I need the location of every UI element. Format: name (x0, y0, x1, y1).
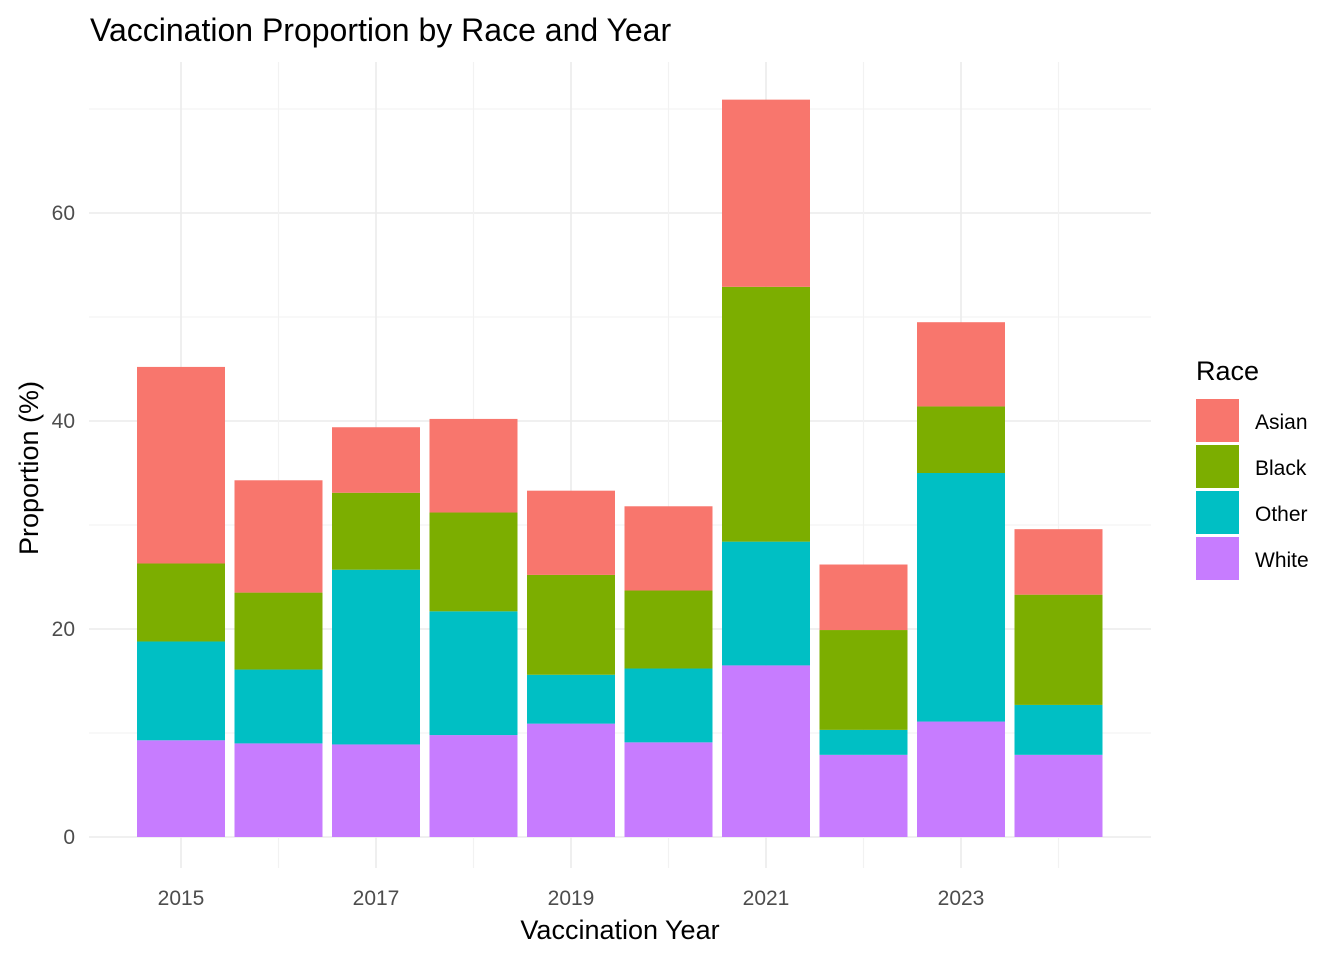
bar-white-2019 (527, 723, 615, 837)
legend-key-white (1196, 537, 1239, 580)
bar-black-2024 (1014, 594, 1103, 705)
bar-white-2015 (137, 740, 225, 837)
bar-white-2021 (722, 665, 810, 837)
bar-black-2017 (332, 492, 420, 570)
bars (137, 99, 1103, 837)
bar-asian-2023 (917, 322, 1005, 407)
bar-black-2015 (137, 563, 225, 642)
y-tick-label: 0 (63, 826, 75, 849)
x-tick-label: 2023 (938, 887, 985, 910)
bar-asian-2018 (429, 418, 518, 513)
chart-title: Vaccination Proportion by Race and Year (90, 12, 671, 48)
bar-other-2017 (332, 569, 420, 745)
x-axis-title: Vaccination Year (520, 915, 719, 945)
bar-other-2024 (1014, 704, 1103, 755)
legend-key-asian (1196, 399, 1239, 442)
bar-white-2024 (1014, 754, 1103, 837)
bar-other-2020 (624, 668, 713, 743)
bar-other-2021 (722, 541, 810, 666)
bar-white-2020 (624, 742, 713, 837)
bar-black-2023 (917, 406, 1005, 473)
bar-white-2017 (332, 744, 420, 837)
legend: Race Asian Black Other White (1196, 356, 1309, 580)
y-tick-label: 40 (52, 410, 75, 433)
x-tick-labels: 2015 2017 2019 2021 2023 (158, 887, 985, 910)
bar-black-2019 (527, 574, 615, 675)
bar-other-2019 (527, 674, 615, 724)
bar-black-2021 (722, 286, 810, 542)
legend-title: Race (1196, 356, 1259, 386)
bar-white-2016 (234, 743, 323, 837)
bar-asian-2024 (1014, 529, 1103, 595)
bar-black-2020 (624, 590, 713, 669)
legend-label-asian: Asian (1255, 411, 1308, 434)
x-tick-label: 2017 (353, 887, 400, 910)
bar-asian-2021 (722, 99, 810, 287)
legend-key-black (1196, 445, 1239, 488)
x-tick-label: 2015 (158, 887, 205, 910)
bar-other-2018 (429, 611, 518, 736)
bar-other-2016 (234, 669, 323, 744)
bar-white-2018 (429, 735, 518, 837)
bar-asian-2022 (819, 564, 908, 631)
legend-label-other: Other (1255, 503, 1308, 526)
y-tick-labels: 0 20 40 60 (52, 202, 75, 849)
bar-asian-2017 (332, 427, 420, 493)
bar-asian-2016 (234, 480, 323, 593)
legend-key-other (1196, 491, 1239, 534)
x-tick-label: 2019 (548, 887, 595, 910)
bar-asian-2020 (624, 506, 713, 591)
bar-black-2018 (429, 512, 518, 612)
legend-label-white: White (1255, 549, 1309, 572)
y-tick-label: 60 (52, 202, 75, 225)
bar-black-2016 (234, 592, 323, 670)
bar-other-2023 (917, 473, 1005, 722)
bar-white-2023 (917, 721, 1005, 837)
bar-white-2022 (819, 754, 908, 837)
legend-label-black: Black (1255, 457, 1307, 480)
x-tick-label: 2021 (743, 887, 790, 910)
bar-other-2015 (137, 641, 225, 741)
bar-asian-2019 (527, 490, 615, 575)
bar-asian-2015 (137, 366, 225, 564)
bar-other-2022 (819, 729, 908, 755)
y-axis-title: Proportion (%) (14, 381, 44, 555)
bar-black-2022 (819, 630, 908, 730)
y-tick-label: 20 (52, 618, 75, 641)
